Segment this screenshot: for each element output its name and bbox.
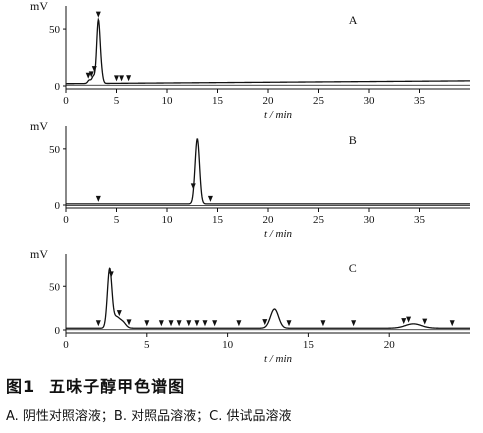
x-tick-label: 35 <box>414 214 426 226</box>
peak-marker <box>95 320 101 327</box>
x-tick-label: 35 <box>414 95 426 107</box>
y-axis-title: mV <box>30 247 48 261</box>
figure-caption: 图1 五味子醇甲色谱图 <box>6 373 185 397</box>
peak-marker <box>119 75 125 82</box>
peak-marker <box>126 319 132 326</box>
x-tick-label: 20 <box>263 95 275 107</box>
peak-marker <box>126 75 132 82</box>
x-tick-label: 10 <box>222 339 234 351</box>
peak-marker <box>158 320 164 327</box>
peak-marker <box>449 320 455 327</box>
peak-marker <box>351 320 357 327</box>
chromatogram-panel-a: 0 50 0 5 10 15 20 25 30 35 mV t / min A <box>30 0 470 121</box>
peak-marker <box>286 320 292 327</box>
chromatogram-panel-c: 0 50 0 5 10 15 20 mV t / min C <box>30 247 470 365</box>
x-tick-label: 15 <box>212 214 224 226</box>
peak-marker <box>406 316 412 323</box>
peak-marker <box>262 319 268 326</box>
x-tick-label: 5 <box>114 95 120 107</box>
peak-marker <box>85 72 91 79</box>
x-tick-label: 10 <box>162 95 174 107</box>
chromatogram-panel-b: 0 50 0 5 10 15 20 25 30 35 mV t / min B <box>30 119 470 240</box>
peak-marker <box>95 11 101 18</box>
y-tick-label: 50 <box>49 24 61 36</box>
x-tick-label: 20 <box>263 214 275 226</box>
peak-marker <box>88 71 94 78</box>
x-tick-label: 15 <box>212 95 224 107</box>
x-tick-label: 15 <box>303 339 315 351</box>
x-tick-label: 0 <box>63 95 69 107</box>
peak-marker <box>207 195 213 202</box>
x-tick-label: 30 <box>364 95 376 107</box>
chromatogram-trace <box>66 267 470 329</box>
y-tick-label: 0 <box>55 325 61 337</box>
x-tick-label: 0 <box>63 214 69 226</box>
peak-marker <box>422 318 428 325</box>
peak-marker <box>236 320 242 327</box>
x-tick-label: 5 <box>114 214 120 226</box>
x-tick-label: 30 <box>364 214 376 226</box>
peak-marker <box>168 320 174 327</box>
peak-marker <box>91 66 97 73</box>
peak-marker <box>401 318 407 325</box>
y-tick-label: 0 <box>55 200 61 212</box>
peak-marker <box>114 75 119 82</box>
chromatogram-trace <box>66 138 470 205</box>
y-tick-label: 50 <box>49 144 61 156</box>
x-axis-title: t / min <box>264 228 293 240</box>
figure-number: 图1 <box>6 377 36 396</box>
peak-marker <box>212 320 218 327</box>
peak-marker <box>176 320 182 327</box>
x-axis-title: t / min <box>264 353 293 365</box>
y-axis-title: mV <box>30 0 48 13</box>
peak-marker <box>190 183 196 190</box>
peak-marker <box>320 320 326 327</box>
x-axis-title: t / min <box>264 109 293 121</box>
peak-marker <box>144 320 150 327</box>
panel-label: B <box>349 133 357 147</box>
peak-marker <box>194 320 200 327</box>
peak-marker <box>202 320 208 327</box>
y-tick-label: 50 <box>49 281 61 293</box>
peak-marker <box>116 310 122 317</box>
y-axis-title: mV <box>30 119 48 133</box>
figure-title: 五味子醇甲色谱图 <box>49 377 186 396</box>
x-tick-label: 0 <box>63 339 69 351</box>
panel-label: C <box>349 261 357 275</box>
x-tick-label: 5 <box>144 339 150 351</box>
chromatogram-trace <box>66 17 470 85</box>
x-tick-label: 20 <box>384 339 396 351</box>
x-tick-label: 25 <box>313 214 325 226</box>
y-tick-label: 0 <box>55 81 61 93</box>
panel-label: A <box>349 13 358 27</box>
x-tick-label: 25 <box>313 95 325 107</box>
x-tick-label: 10 <box>162 214 174 226</box>
figure-legend: A. 阴性对照溶液；B. 对照品溶液；C. 供试品溶液 <box>6 409 292 424</box>
peak-marker <box>108 271 114 278</box>
peak-marker <box>186 320 192 327</box>
peak-marker <box>95 195 101 202</box>
